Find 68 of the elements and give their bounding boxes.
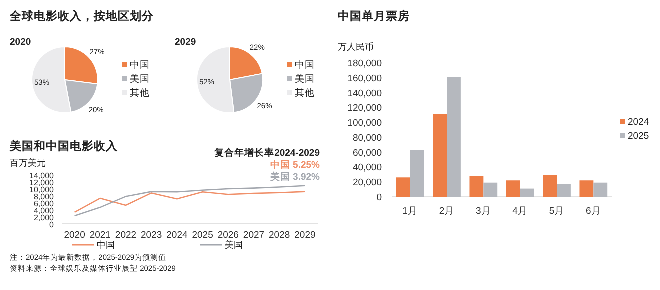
y-tick-label: 10,000 <box>30 186 55 194</box>
x-tick-label: 2028 <box>269 230 290 241</box>
y-tick-label: 0 <box>376 192 382 204</box>
x-tick-label: 4月 <box>512 206 528 217</box>
y-axis-title: 百万美元 <box>10 158 46 168</box>
x-tick-label: 2029 <box>294 230 316 241</box>
y-tick-label: 8,000 <box>34 192 55 202</box>
legend-label: 美国 <box>130 73 150 85</box>
y-tick-label: 12,000 <box>30 178 55 188</box>
y-tick-label: 160,000 <box>348 73 382 84</box>
x-tick-label: 2026 <box>218 230 239 241</box>
x-tick-label: 2027 <box>243 230 265 241</box>
legend-label: 美国 <box>225 240 243 250</box>
text: 中国 5.25% <box>270 159 321 171</box>
bar <box>396 178 410 197</box>
y-tick-label: 0 <box>50 220 55 230</box>
x-tick-label: 2月 <box>439 206 455 217</box>
x-tick-label: 1月 <box>402 206 418 217</box>
text: 复合年增长率2024-2029 <box>214 147 320 159</box>
chart-subtitle: 2029 <box>175 37 196 48</box>
x-tick-label: 2025 <box>192 230 214 241</box>
y-tick-label: 40,000 <box>352 162 382 174</box>
y-tick-label: 120,000 <box>348 103 382 114</box>
x-tick-label: 2022 <box>115 230 137 241</box>
bar <box>520 188 534 197</box>
bar <box>594 182 608 197</box>
x-tick-label: 2023 <box>141 230 162 241</box>
bar <box>580 180 594 197</box>
legend-label: 美国 <box>295 73 315 85</box>
y-tick-label: 6,000 <box>34 200 55 208</box>
line-series <box>74 191 306 214</box>
bar <box>447 77 461 197</box>
y-tick-label: 4,000 <box>34 206 55 216</box>
bar <box>543 175 557 197</box>
bar <box>410 150 424 197</box>
x-tick-label: 2020 <box>64 230 86 241</box>
x-tick-label: 2024 <box>166 230 188 241</box>
y-tick-label: 80,000 <box>352 132 382 144</box>
legend-label: 中国 <box>130 59 150 71</box>
x-tick-label: 3月 <box>476 206 492 217</box>
legend-label: 2024 <box>628 117 650 128</box>
legend-label: 中国 <box>97 240 115 250</box>
y-tick-label: 140,000 <box>348 88 382 100</box>
bar <box>557 184 571 197</box>
y-axis-title: 万人民币 <box>338 42 374 52</box>
y-tick-label: 14,000 <box>30 172 55 180</box>
x-tick-label: 2021 <box>90 230 111 241</box>
chart-title: 全球电影收入，按地区划分 <box>9 9 155 23</box>
y-tick-label: 20,000 <box>352 178 382 189</box>
y-tick-label: 60,000 <box>352 148 382 159</box>
chart-title: 美国和中国电影收入 <box>9 139 119 153</box>
chart-subtitle: 2020 <box>10 37 32 48</box>
bar <box>484 182 498 197</box>
line-series <box>74 185 306 217</box>
legend-label: 中国 <box>295 59 315 71</box>
y-tick-label: 180,000 <box>348 58 382 70</box>
y-tick-label: 2,000 <box>34 214 55 222</box>
bar <box>433 114 447 197</box>
y-tick-label: 100,000 <box>348 118 382 130</box>
annotation: 美国 3.92% <box>269 171 321 183</box>
legend-label: 2025 <box>628 131 650 142</box>
bar <box>506 180 520 197</box>
bar <box>470 176 484 197</box>
chart-title: 中国单月票房 <box>338 9 410 23</box>
x-tick-label: 5月 <box>549 206 565 217</box>
x-tick-label: 6月 <box>586 206 602 217</box>
legend-label: 其他 <box>130 87 150 99</box>
legend-label: 其他 <box>295 87 315 99</box>
